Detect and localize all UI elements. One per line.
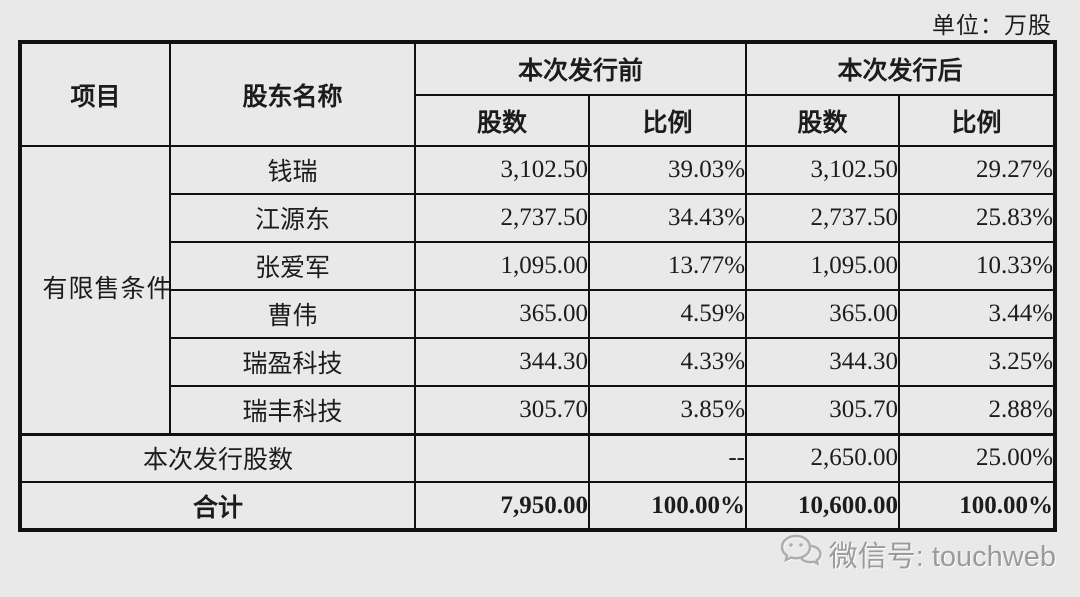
before-ratio-value: 4.33%: [587, 337, 748, 387]
issue-before-shares: [414, 432, 590, 483]
after-shares-value: 365.00: [745, 289, 901, 339]
header-after-shares: 股数: [745, 94, 901, 147]
after-shares-value: 305.70: [745, 385, 901, 435]
group-label: 有限售条件流通股: [42, 275, 170, 303]
after-shares-value: 3,102.50: [745, 145, 901, 195]
before-ratio-value: 34.43%: [587, 193, 748, 243]
before-ratio-value: 4.59%: [587, 289, 748, 339]
total-after-ratio: 100.00%: [898, 481, 1057, 531]
shareholder-name: 瑞丰科技: [169, 385, 416, 435]
after-ratio-value: 3.44%: [898, 289, 1057, 339]
table-row: 有限售条件流通股 钱瑞 3,102.50 39.03% 3,102.50 29.…: [19, 145, 1057, 435]
header-after-issuance: 本次发行后: [745, 41, 1057, 96]
wechat-icon: [779, 533, 823, 575]
shareholder-name: 江源东: [169, 193, 416, 243]
table-row: 瑞丰科技 305.70 3.85% 305.70 2.88%: [20, 385, 1057, 435]
after-ratio-value: 25.83%: [898, 193, 1057, 243]
before-shares-value: 3,102.50: [414, 145, 590, 195]
header-shareholder-name: 股东名称: [169, 41, 416, 147]
shareholder-name: 瑞盈科技: [169, 337, 416, 387]
table-row: 曹伟 365.00 4.59% 365.00 3.44%: [20, 289, 1057, 339]
after-ratio-value: 29.27%: [898, 145, 1057, 195]
total-before-ratio: 100.00%: [587, 481, 748, 531]
issue-row-label: 本次发行股数: [19, 432, 416, 483]
before-shares-value: 305.70: [414, 385, 590, 435]
after-ratio-value: 2.88%: [898, 385, 1057, 435]
before-shares-value: 2,737.50: [414, 193, 590, 243]
after-shares-value: 1,095.00: [745, 241, 901, 291]
header-before-issuance: 本次发行前: [413, 41, 748, 96]
watermark: 微信号: touchweb: [779, 533, 1056, 575]
before-shares-value: 365.00: [414, 289, 590, 339]
after-shares-value: 2,737.50: [745, 193, 901, 243]
group-label-cell: 有限售条件流通股: [19, 145, 171, 435]
header-after-ratio: 比例: [898, 94, 1057, 147]
table-row: 江源东 2,737.50 34.43% 2,737.50 25.83%: [20, 193, 1057, 243]
before-shares-value: 1,095.00: [414, 241, 590, 291]
before-ratio-value: 39.03%: [587, 145, 748, 195]
after-ratio-value: 10.33%: [898, 241, 1057, 291]
after-ratio-value: 3.25%: [898, 337, 1057, 387]
total-before-shares: 7,950.00: [414, 481, 590, 531]
total-row-label: 合计: [19, 481, 416, 531]
issue-after-ratio: 25.00%: [898, 432, 1057, 483]
table-row: 瑞盈科技 344.30 4.33% 344.30 3.25%: [20, 337, 1057, 387]
shareholder-name: 张爱军: [169, 241, 416, 291]
before-shares-value: 344.30: [414, 337, 590, 387]
issue-before-ratio: --: [587, 432, 748, 483]
unit-label: 单位：万股: [932, 13, 1052, 38]
issue-after-shares: 2,650.00: [745, 432, 901, 483]
before-ratio-value: 3.85%: [587, 385, 748, 435]
before-ratio-value: 13.77%: [587, 241, 748, 291]
header-before-ratio: 比例: [587, 94, 748, 147]
issue-row: 本次发行股数 -- 2,650.00 25.00%: [19, 432, 1057, 483]
table-row: 张爱军 1,095.00 13.77% 1,095.00 10.33%: [20, 241, 1057, 291]
shareholder-name: 钱瑞: [169, 145, 416, 195]
after-shares-value: 344.30: [745, 337, 901, 387]
shareholding-table: 项目 股东名称 本次发行前 本次发行后 股数 比例 股数 比例 有限售条件流通股…: [18, 40, 1058, 532]
total-after-shares: 10,600.00: [745, 481, 901, 531]
header-item: 项目: [19, 41, 171, 147]
header-before-shares: 股数: [414, 94, 590, 147]
shareholder-name: 曹伟: [169, 289, 416, 339]
total-row: 合计 7,950.00 100.00% 10,600.00 100.00%: [19, 481, 1057, 531]
watermark-text: 微信号: touchweb: [828, 541, 1056, 573]
